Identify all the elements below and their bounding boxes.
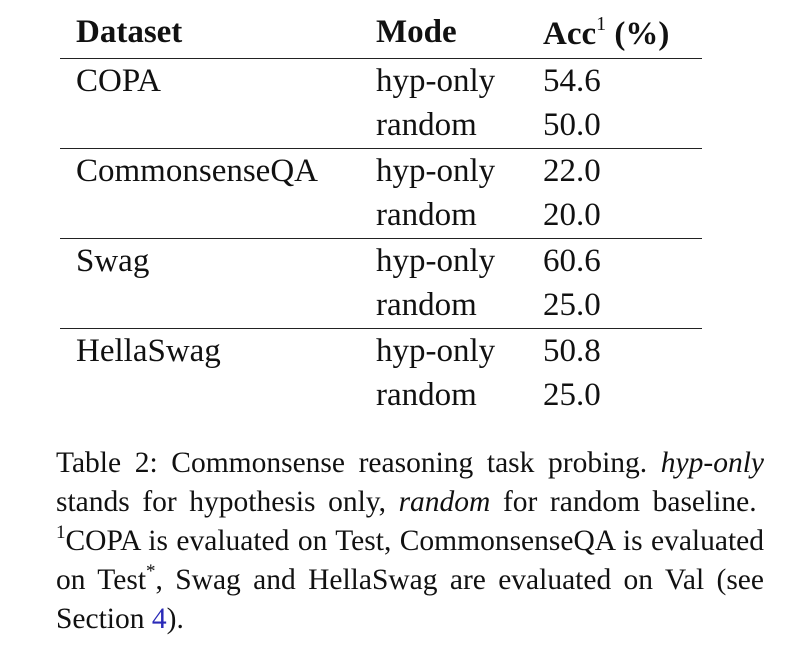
acc-cell: 25.0 xyxy=(543,377,601,414)
dataset-cell-empty xyxy=(60,104,376,149)
caption-footnote-mark: 1 xyxy=(56,522,66,543)
caption-text: COPA is evaluated on Test, CommonsenseQA… xyxy=(56,525,764,596)
table-row: CommonsenseQA hyp-only 22.0 xyxy=(60,149,702,194)
caption-text: stands for hypothesis only, xyxy=(56,486,386,518)
dataset-cell: HellaSwag xyxy=(76,332,221,369)
header-mode: Mode xyxy=(376,13,457,50)
table-row: HellaSwag hyp-only 50.8 xyxy=(60,329,702,374)
table-row: random 20.0 xyxy=(60,194,702,239)
acc-cell: 25.0 xyxy=(543,287,601,324)
mode-cell: hyp-only xyxy=(376,152,496,189)
acc-cell: 22.0 xyxy=(543,152,601,189)
header-acc-footnote-mark: 1 xyxy=(596,12,607,35)
table-row: COPA hyp-only 54.6 xyxy=(60,59,702,104)
caption-test-star: * xyxy=(146,561,156,582)
dataset-cell-empty xyxy=(60,194,376,239)
dataset-cell: COPA xyxy=(76,62,161,99)
acc-cell: 54.6 xyxy=(543,62,601,99)
dataset-cell: Swag xyxy=(76,242,150,279)
mode-cell: random xyxy=(376,197,477,234)
caption-paragraph: Table 2: Commonsense reasoning task prob… xyxy=(56,444,764,639)
header-dataset: Dataset xyxy=(76,13,183,50)
table-row: Swag hyp-only 60.6 xyxy=(60,239,702,284)
caption-term-random: random xyxy=(398,486,491,518)
acc-cell: 50.0 xyxy=(543,107,601,144)
acc-cell: 50.8 xyxy=(543,332,601,369)
table-row: random 25.0 xyxy=(60,374,702,419)
caption-text: for random baseline. xyxy=(502,486,757,518)
table-row: random 50.0 xyxy=(60,104,702,149)
caption-text: , Swag and HellaSwag are evaluated on Va… xyxy=(56,564,764,635)
acc-cell: 60.6 xyxy=(543,242,601,279)
caption-term-hyp-only: hyp-only xyxy=(660,447,764,479)
header-acc-unit: (%) xyxy=(614,15,670,52)
dataset-cell-empty xyxy=(60,374,376,419)
mode-cell: hyp-only xyxy=(376,242,496,279)
caption-text: Commonsense reasoning task probing. xyxy=(171,447,648,479)
section-reference-link[interactable]: 4 xyxy=(151,603,167,635)
dataset-cell: CommonsenseQA xyxy=(76,152,318,189)
mode-cell: hyp-only xyxy=(376,332,496,369)
mode-cell: random xyxy=(376,287,477,324)
results-table-container: Dataset Mode Acc1 (%) COPA hyp-only 54.6… xyxy=(60,6,702,418)
mode-cell: hyp-only xyxy=(376,62,496,99)
caption-text: ). xyxy=(166,603,184,635)
header-acc-label: Acc xyxy=(543,15,597,52)
header-acc: Acc1 (%) xyxy=(543,6,702,59)
results-table: Dataset Mode Acc1 (%) COPA hyp-only 54.6… xyxy=(60,6,702,418)
mode-cell: random xyxy=(376,377,477,414)
dataset-cell-empty xyxy=(60,284,376,329)
table-row: random 25.0 xyxy=(60,284,702,329)
table-header-row: Dataset Mode Acc1 (%) xyxy=(60,6,702,59)
caption-label: Table 2: xyxy=(56,447,158,479)
table-caption: Table 2: Commonsense reasoning task prob… xyxy=(56,444,764,639)
mode-cell: random xyxy=(376,107,477,144)
acc-cell: 20.0 xyxy=(543,197,601,234)
